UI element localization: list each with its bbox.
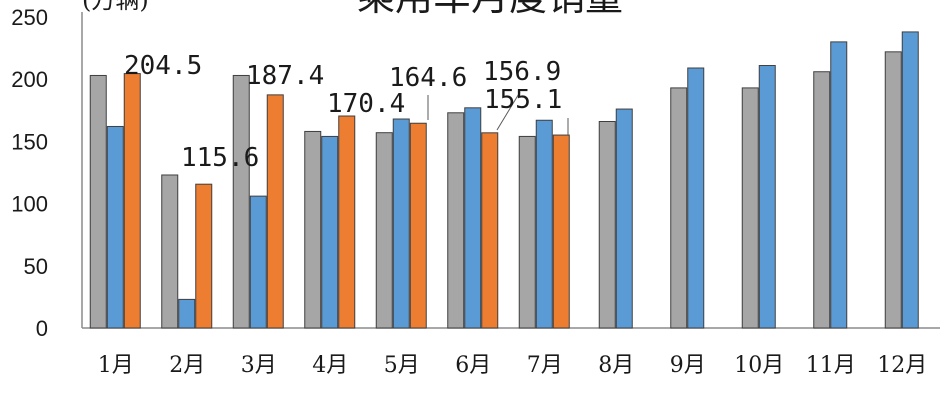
x-tick-label: 3月 <box>241 353 277 378</box>
leader-lines <box>427 91 569 135</box>
bar-series-gray-12 <box>884 51 902 329</box>
bar-series-blue-4 <box>321 135 339 329</box>
bar-series-blue-1 <box>106 125 124 329</box>
bar-series-gray-6 <box>447 112 465 329</box>
bar-series-gray-4 <box>304 130 322 329</box>
data-label-7: 155.1 <box>484 85 562 115</box>
data-label-3: 187.4 <box>246 61 324 91</box>
bar-series-blue-2 <box>178 298 196 329</box>
y-tick-label: 100 <box>11 192 48 217</box>
data-label-5: 164.6 <box>389 63 467 93</box>
bar-series-orange-5 <box>409 122 427 329</box>
bar-series-orange-2 <box>195 183 213 329</box>
bar-series-blue-5 <box>392 118 410 329</box>
x-tick-label: 10月 <box>734 353 784 378</box>
x-tick-label: 8月 <box>598 353 634 378</box>
bar-series-blue-3 <box>249 195 267 329</box>
bars <box>89 31 919 329</box>
data-label-1: 204.5 <box>124 51 202 81</box>
bar-series-orange-4 <box>338 115 356 329</box>
bar-series-blue-11 <box>830 41 848 329</box>
bar-series-gray-7 <box>518 135 536 329</box>
x-tick-label: 2月 <box>169 353 205 378</box>
bar-series-orange-7 <box>552 134 570 329</box>
bar-series-blue-9 <box>687 67 705 329</box>
x-tick-label: 4月 <box>312 353 348 378</box>
axes: 0 50 100 150 200 250 1月 2月 3月 4月 5月 6月 7月 8月 9月 10月 11月 1… <box>11 5 940 378</box>
x-tick-label: 7月 <box>527 353 563 378</box>
bar-series-gray-8 <box>598 120 616 329</box>
x-tick-label: 5月 <box>384 353 420 378</box>
bar-series-gray-5 <box>375 132 393 329</box>
bar-series-blue-12 <box>901 31 919 329</box>
bar-series-gray-11 <box>813 71 831 329</box>
bar-series-gray-9 <box>670 87 688 329</box>
x-tick-label: 9月 <box>670 353 706 378</box>
bar-series-blue-7 <box>535 119 553 329</box>
bar-series-gray-10 <box>741 87 759 329</box>
x-tick-label: 6月 <box>455 353 491 378</box>
bar-series-orange-6 <box>481 132 499 329</box>
y-tick-label: 200 <box>11 67 48 92</box>
bar-series-blue-6 <box>464 107 482 329</box>
x-tick-label: 12月 <box>877 353 927 378</box>
data-label-4: 170.4 <box>327 89 405 119</box>
bar-series-gray-1 <box>89 74 107 329</box>
y-tick-label: 0 <box>36 316 48 341</box>
bar-series-orange-1 <box>123 73 141 329</box>
leader-line-6 <box>496 91 521 131</box>
chart-title: 乘用车月度销量 <box>357 0 623 19</box>
data-label-6: 156.9 <box>483 57 561 87</box>
x-tick-label: 1月 <box>98 353 134 378</box>
y-tick-label: 50 <box>24 254 48 279</box>
x-tick-label: 11月 <box>806 353 856 378</box>
bar-series-gray-2 <box>161 174 179 329</box>
bar-series-gray-3 <box>232 74 250 329</box>
bar-series-orange-3 <box>266 94 284 329</box>
y-tick-label: 150 <box>11 129 48 154</box>
bar-series-blue-10 <box>758 65 776 329</box>
unit-label: (万辆) <box>82 0 149 14</box>
y-tick-label: 250 <box>11 5 48 30</box>
data-label-2: 115.6 <box>181 143 259 173</box>
bar-series-blue-8 <box>615 108 633 329</box>
